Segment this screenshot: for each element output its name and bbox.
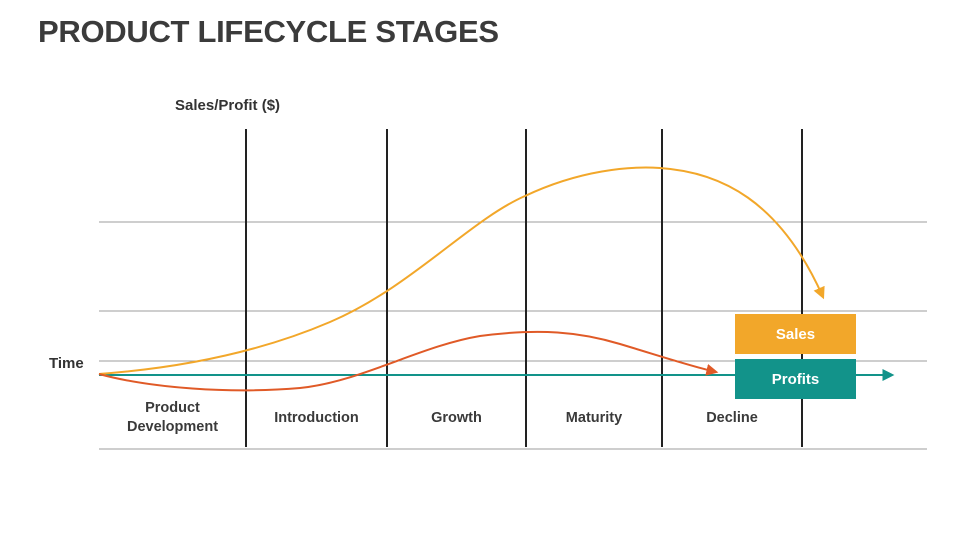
stage-label-growth: Growth [431, 409, 482, 426]
sales-curve [98, 166, 825, 375]
y-axis-label: Sales/Profit ($) [175, 97, 281, 114]
stage-label-introduction: Introduction [274, 409, 359, 426]
stage-label-product-development: Product Development [126, 400, 219, 435]
x-axis-label: Time [49, 355, 84, 372]
stage-label-maturity: Maturity [565, 409, 623, 426]
legend-sales: Sales [735, 314, 856, 354]
legend-profits: Profits [735, 359, 856, 399]
stage-label-decline: Decline [706, 409, 758, 426]
profit-curve [98, 330, 719, 392]
slide-title: PRODUCT LIFECYCLE STAGES [38, 14, 499, 49]
